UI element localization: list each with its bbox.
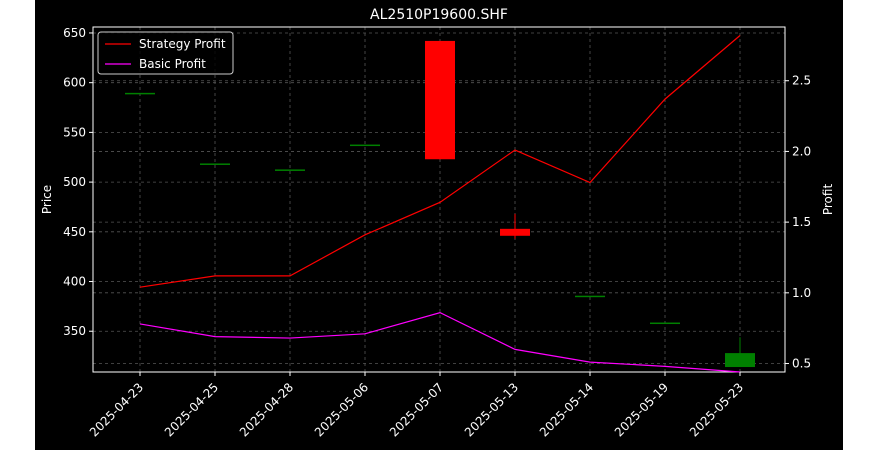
candle-body [650,322,680,325]
candle-body [425,40,455,160]
candle-body [350,144,380,147]
chart-figure: 2025-04-23 2025-04-25 2025-04-28 2025-05-06… [35,0,843,450]
y-tick-label-left: 450 [63,225,86,239]
plot-frame [92,26,786,373]
candle-body [725,353,755,368]
profit-lines-layer [139,35,741,373]
y-tick-label-right: 2.0 [792,144,811,158]
y-axis-label-left: Price [40,185,54,214]
x-tick-label: 2025-05-19 [612,380,671,439]
x-tick-label: 2025-04-28 [237,380,296,439]
line-basic-profit [139,311,741,373]
y-axis-label-right: Profit [821,184,835,216]
y-tick-label-left: 500 [63,175,86,189]
y-tick-label-left: 600 [63,76,86,90]
y-tick-label-left: 350 [63,324,86,338]
chart-title: AL2510P19600.SHF [370,7,508,23]
x-tick-label: 2025-05-07 [387,380,446,439]
y-tick-label-right: 1.0 [792,286,811,300]
y-tick-label-left: 650 [63,26,86,40]
y-tick-label-right: 2.5 [792,74,811,88]
y-tick-label-right: 1.5 [792,215,811,229]
x-tick-label: 2025-04-23 [87,380,146,439]
chart-svg: 2025-04-23 2025-04-25 2025-04-28 2025-05-06… [40,7,835,439]
x-tick-label: 2025-05-06 [312,380,371,439]
x-tick-label: 2025-05-23 [687,380,746,439]
x-tick-label: 2025-05-13 [462,380,521,439]
candle-body [200,163,230,165]
x-tick-label: 2025-04-25 [162,380,221,439]
line-strategy-profit [139,35,741,288]
y-tick-label-right: 0.5 [792,357,811,371]
legend-label: Strategy Profit [139,37,226,51]
y-tick-label-left: 400 [63,275,86,289]
legend-label: Basic Profit [139,57,206,71]
candle-body [500,228,530,236]
x-tick-label: 2025-05-14 [537,380,596,439]
candles-layer [125,40,755,368]
candle-body [125,92,155,95]
legend-box [97,31,234,75]
y-tick-label-left: 550 [63,125,86,139]
candle-body [575,295,605,298]
candle-body [275,169,305,171]
legend: Strategy Profit Basic Profit [97,31,234,75]
